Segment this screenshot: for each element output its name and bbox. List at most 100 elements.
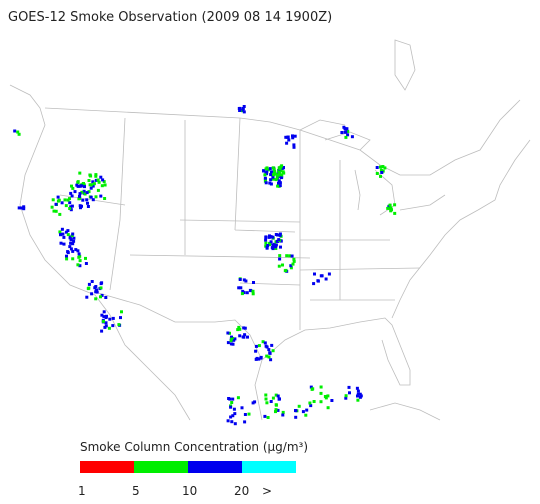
smoke-pixel [326, 394, 330, 398]
smoke-pixel [254, 349, 258, 353]
smoke-pixel [240, 292, 244, 296]
smoke-pixel [344, 135, 348, 139]
smoke-pixel [350, 135, 354, 139]
colorbar-label: 5 [132, 484, 140, 498]
smoke-pixel [316, 279, 320, 283]
smoke-pixel [84, 262, 88, 265]
smoke-pixel [103, 197, 107, 200]
smoke-pixel [22, 205, 26, 209]
smoke-pixel [91, 180, 95, 184]
smoke-pixel [76, 181, 80, 185]
smoke-pixel [78, 264, 82, 268]
colorbar-segment [242, 461, 296, 473]
smoke-pixel [117, 323, 121, 327]
smoke-pixel [80, 190, 84, 194]
smoke-pixel [251, 289, 255, 293]
smoke-pixel [274, 243, 278, 247]
smoke-pixel [282, 166, 285, 169]
smoke-pixel [16, 130, 20, 134]
smoke-pixel [269, 400, 273, 403]
smoke-pixel [285, 141, 289, 145]
great-lakes [324, 131, 446, 216]
smoke-pixel [279, 173, 283, 177]
smoke-pixel [78, 194, 81, 198]
smoke-pixel [91, 198, 95, 202]
smoke-pixel [266, 168, 270, 172]
smoke-pixel [96, 188, 100, 192]
smoke-pixel [94, 178, 98, 182]
smoke-pixel [61, 232, 65, 236]
smoke-pixel [270, 170, 273, 174]
smoke-pixel [326, 406, 330, 410]
smoke-pixel [241, 107, 245, 110]
smoke-pixel [283, 269, 287, 273]
smoke-pixel [324, 277, 328, 281]
smoke-pixel [78, 196, 82, 200]
smoke-pixel [279, 239, 283, 243]
smoke-pixel [236, 396, 240, 400]
smoke-pixel [74, 248, 78, 252]
smoke-pixel [393, 203, 397, 207]
smoke-pixel [90, 292, 94, 296]
smoke-pixel [292, 257, 296, 261]
smoke-pixel [268, 243, 272, 246]
smoke-pixel [375, 166, 379, 169]
smoke-pixel [71, 249, 75, 253]
smoke-pixel [274, 247, 278, 250]
smoke-pixel [120, 310, 123, 314]
smoke-pixel [253, 400, 257, 404]
smoke-pixel [86, 205, 90, 208]
smoke-pixel [308, 401, 312, 405]
smoke-pixel [70, 234, 74, 238]
smoke-pixel [309, 385, 313, 389]
smoke-pixel [271, 396, 275, 400]
smoke-pixel [233, 412, 237, 416]
smoke-pixel [232, 407, 236, 411]
smoke-pixel [78, 259, 82, 263]
smoke-pixel [62, 235, 66, 239]
smoke-pixel [255, 356, 259, 360]
smoke-pixel [54, 202, 58, 206]
smoke-pixel [257, 357, 261, 361]
smoke-pixel [243, 333, 247, 337]
smoke-pixel [71, 186, 75, 190]
smoke-pixel [281, 263, 284, 267]
smoke-pixel [263, 173, 267, 177]
smoke-pixel [50, 205, 54, 209]
canada-border [44, 99, 521, 176]
smoke-pixel [284, 135, 288, 139]
smoke-pixel [230, 420, 234, 424]
smoke-pixel [313, 272, 316, 276]
smoke-pixel [278, 233, 282, 237]
smoke-pixel [294, 409, 297, 412]
smoke-pixel [344, 396, 348, 400]
smoke-pixel [87, 190, 91, 194]
smoke-pixel [264, 393, 268, 397]
smoke-pixel [242, 278, 246, 282]
smoke-pixel [301, 410, 305, 414]
smoke-pixel [252, 281, 255, 284]
colorbar-label: 10 [182, 484, 197, 498]
smoke-pixel [279, 245, 282, 249]
smoke-pixel [238, 278, 242, 281]
smoke-pixel [383, 166, 387, 170]
smoke-pixel [230, 401, 234, 404]
smoke-pixel [58, 212, 62, 216]
smoke-pixel [241, 289, 245, 293]
smoke-pixel [69, 238, 73, 242]
smoke-pixel [241, 335, 245, 339]
smoke-pixel [111, 316, 115, 320]
smoke-pixel [103, 183, 107, 187]
smoke-pixel [94, 288, 98, 292]
smoke-pixel [262, 169, 266, 173]
smoke-pixel [60, 201, 64, 205]
smoke-pixel [248, 288, 252, 292]
mexico-border [94, 291, 263, 361]
smoke-pixel [274, 403, 278, 407]
smoke-pixel [279, 175, 283, 179]
smoke-pixel [292, 259, 296, 263]
smoke-pixel [86, 201, 89, 205]
smoke-pixel [237, 286, 241, 290]
colorbar-label: > [262, 484, 272, 498]
smoke-pixel [247, 412, 251, 416]
